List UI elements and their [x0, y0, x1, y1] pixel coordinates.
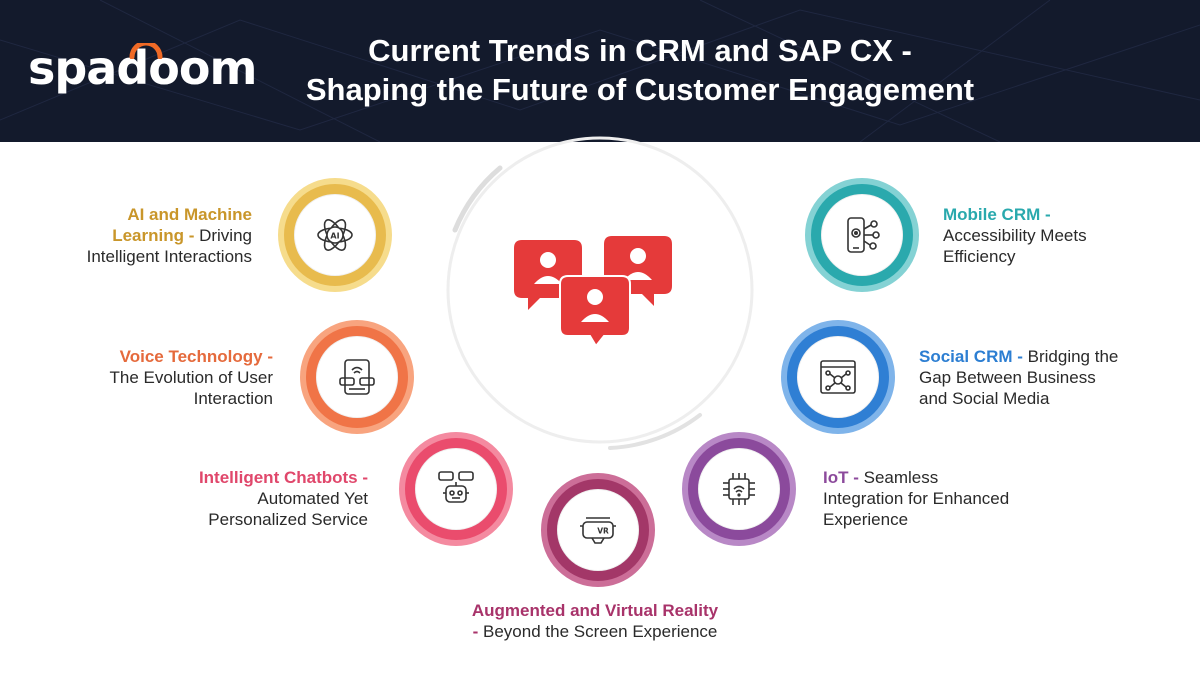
chatbot-icon: [438, 471, 474, 503]
arvr-label: Augmented and Virtual Reality - Beyond t…: [430, 600, 760, 642]
ai-desc-part1: Driving: [199, 226, 252, 245]
voice-title: Voice Technology -: [119, 347, 273, 366]
voice-device-icon: [339, 359, 375, 395]
ai-title-part2: Learning -: [112, 226, 195, 245]
chatbots-ring: [399, 432, 513, 546]
social-label: Social CRM - Bridging the Gap Between Bu…: [919, 346, 1159, 409]
mobile-crm-icon: [847, 217, 880, 253]
iot-desc-line1: Seamless: [863, 468, 939, 487]
mobile-ring: [805, 178, 919, 292]
profile-bubble-center: [559, 275, 631, 348]
iot-desc-line2: Integration for Enhanced: [823, 489, 1010, 508]
chatbots-title: Intelligent Chatbots -: [198, 468, 368, 487]
social-desc-line1: Bridging the: [1027, 347, 1119, 366]
social-desc-line3: and Social Media: [919, 389, 1050, 408]
iot-chip-icon: [723, 473, 755, 505]
arvr-desc: Beyond the Screen Experience: [483, 622, 718, 641]
chatbots-label: Intelligent Chatbots - Automated Yet Per…: [140, 467, 368, 530]
spadoom-logo: spadoom: [28, 41, 257, 95]
svg-text:AI: AI: [330, 232, 339, 241]
vr-headset-icon: VR: [580, 517, 616, 544]
mobile-desc-line2: Efficiency: [943, 247, 1016, 266]
mobile-desc-line1: Accessibility Meets: [943, 226, 1087, 245]
social-title: Social CRM -: [919, 347, 1023, 366]
ai-label: AI and Machine Learning - Driving Intell…: [40, 204, 252, 267]
arvr-ring: VR: [541, 473, 655, 587]
ai-title-part1: AI and Machine: [127, 205, 252, 224]
page-title-line-2: Shaping the Future of Customer Engagemen…: [305, 72, 975, 107]
mobile-title: Mobile CRM -: [943, 205, 1051, 224]
ai-ring: AI: [278, 178, 392, 292]
voice-desc-line2: Interaction: [193, 389, 273, 408]
social-desc-line2: Gap Between Business: [919, 368, 1096, 387]
iot-desc-line3: Experience: [823, 510, 909, 529]
social-network-icon: [820, 360, 856, 394]
chatbots-desc-line2: Personalized Service: [208, 510, 368, 529]
arvr-title-part1: Augmented and Virtual Reality: [471, 601, 719, 620]
iot-title: IoT -: [823, 468, 859, 487]
social-ring: [781, 320, 895, 434]
logo-accent-arc: [129, 43, 163, 59]
mobile-label: Mobile CRM - Accessibility Meets Efficie…: [943, 204, 1163, 267]
ai-icon: AI: [317, 219, 353, 251]
iot-ring: [682, 432, 796, 546]
ai-desc-part2: Intelligent Interactions: [86, 247, 252, 266]
customer-profiles-icon: [514, 236, 672, 348]
page-title-line-1: Current Trends in CRM and SAP CX -: [368, 33, 912, 68]
voice-label: Voice Technology - The Evolution of User…: [60, 346, 273, 409]
header-banner: spadoom Current Trends in CRM and SAP CX…: [0, 0, 1200, 142]
chatbots-desc-line1: Automated Yet: [257, 489, 368, 508]
voice-desc-line1: The Evolution of User: [109, 368, 273, 387]
iot-label: IoT - Seamless Integration for Enhanced …: [823, 467, 1063, 530]
arvr-title-part2: -: [472, 622, 479, 641]
voice-ring: [300, 320, 414, 434]
svg-text:VR: VR: [597, 527, 609, 536]
